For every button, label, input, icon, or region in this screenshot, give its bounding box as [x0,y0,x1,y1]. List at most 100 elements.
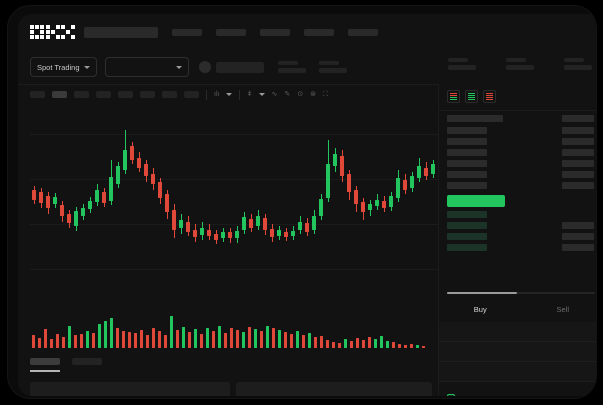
gridline [30,179,438,180]
orderbook-bid-row[interactable] [439,222,596,231]
chevron-down-icon[interactable] [226,93,233,96]
stat-label [564,58,584,62]
nav-link-3[interactable] [260,28,290,36]
stat-block-5 [564,58,592,70]
orderbook-price [562,149,594,156]
okx-logo[interactable] [30,25,75,39]
pencil-icon[interactable]: ✎ [284,91,291,98]
bottom-panel-2[interactable] [236,382,432,396]
orderbook-qty [447,127,487,134]
nav-link-2[interactable] [216,28,246,36]
orderbook-bid-row[interactable] [439,211,596,220]
volume-bar [44,329,47,348]
orderbook-current-price [447,195,505,207]
timeframe-button-2[interactable] [52,91,67,98]
okx-logo-x [61,25,75,39]
orderbook-bid-row[interactable] [439,244,596,253]
tab-sell[interactable]: Sell [556,305,569,314]
percent-slider[interactable] [447,394,596,396]
orderbook-price [562,222,594,229]
okx-logo-k [45,25,60,39]
indicators-icon[interactable]: ılı [214,91,220,98]
pair-select[interactable] [104,57,189,77]
volume-bar [278,330,281,348]
orderbook-qty [447,222,487,229]
timeframe-button-4[interactable] [96,91,111,98]
bottom-panels [30,382,432,396]
orderbook-ask-row[interactable] [439,171,596,180]
volume-bar [416,345,419,348]
trading-mode-select[interactable]: Spot Trading [30,57,97,77]
volume-bar [290,334,293,348]
pair-info [198,61,264,73]
chevron-down-icon[interactable] [258,93,265,96]
orderbook-ask-row[interactable] [439,160,596,169]
orderbook-qty [447,160,487,167]
volume-bar [194,329,197,348]
orderbook-ask-row[interactable] [439,138,596,147]
scrollbar-thumb[interactable] [447,292,517,294]
nav-link-5[interactable] [348,28,378,36]
order-field-2[interactable] [439,342,596,362]
line-tool-icon[interactable]: ∿ [271,91,278,98]
chart-type-icon[interactable]: ǂ [247,91,252,98]
volume-bar [80,334,83,348]
slider-stop-75[interactable] [555,395,560,396]
volume-bar [122,331,125,348]
volume-bar [170,316,173,348]
volume-bar [332,342,335,348]
volume-bar [368,337,371,348]
slider-stop-100[interactable] [591,395,596,396]
nav-link-4[interactable] [304,28,334,36]
timeframe-button-6[interactable] [140,91,155,98]
asks-only-icon[interactable] [483,90,496,103]
timeframe-button-3[interactable] [74,91,89,98]
nav-links [172,28,378,36]
volume-bar [344,339,347,348]
orderbook-display-modes [439,84,596,109]
slider-stop-50[interactable] [519,395,524,396]
orderbook-scrollbar[interactable] [447,292,595,294]
volume-bar [350,341,353,348]
bottom-tab-2[interactable] [72,358,102,365]
orderbook-ask-row[interactable] [439,149,596,158]
nav-link-1[interactable] [172,28,202,36]
both-sides-icon[interactable] [447,90,460,103]
volume-bar [92,333,95,348]
stat-block-2 [318,61,347,73]
bottom-tab-1[interactable] [30,358,60,365]
bottom-panel-1[interactable] [30,382,230,396]
order-field-1[interactable] [439,322,596,342]
camera-icon[interactable]: ⊙ [297,91,304,98]
search-input[interactable] [84,26,158,38]
stat-block-3 [448,58,476,70]
volume-bar [218,326,221,348]
settings-icon[interactable]: ⊛ [310,91,317,98]
gridline [30,134,438,135]
orderbook-ask-row[interactable] [439,182,596,191]
price-chart[interactable] [18,104,438,304]
volume-bar [380,336,383,348]
fullscreen-icon[interactable]: ⛶ [323,91,328,98]
stat-label [448,58,468,62]
orderbook-bid-row[interactable] [439,233,596,242]
orderbook-ask-row[interactable] [439,127,596,136]
timeframe-button-7[interactable] [162,91,177,98]
bids-only-icon[interactable] [465,90,478,103]
slider-handle[interactable] [447,394,455,396]
orderbook-price [562,160,594,167]
volume-bar [254,329,257,348]
orderbook-qty [447,233,487,240]
volume-bar [272,328,275,348]
orderbook[interactable] [439,110,596,286]
volume-bar [164,335,167,348]
tab-buy[interactable]: Buy [473,305,487,314]
timeframe-button-8[interactable] [184,91,199,98]
slider-stop-25[interactable] [484,395,489,396]
orderbook-ask-row[interactable] [439,115,596,124]
order-field-3[interactable] [439,362,596,382]
timeframe-button-5[interactable] [118,91,133,98]
top-nav [18,14,596,50]
volume-bar [38,338,41,348]
timeframe-button-1[interactable] [30,91,45,98]
